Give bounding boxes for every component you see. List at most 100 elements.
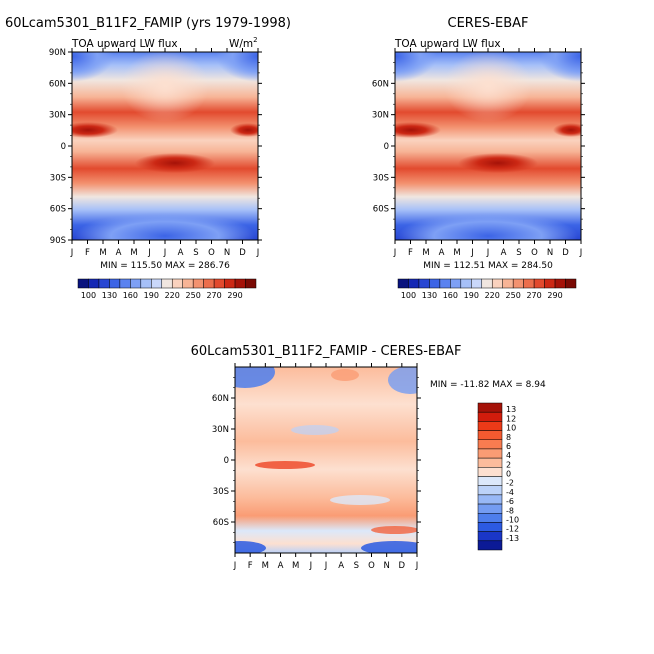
panel-model-title: 60Lcam5301_B11F2_FAMIP (yrs 1979-1998) bbox=[5, 16, 291, 31]
colorbar-label: 250 bbox=[186, 291, 201, 300]
month-tick-label: M bbox=[99, 248, 106, 258]
colorbar-label: 290 bbox=[547, 291, 562, 300]
month-tick-label: J bbox=[256, 248, 260, 258]
lat-tick-label: 30N bbox=[372, 111, 389, 121]
diff-colorbar-label: 12 bbox=[506, 414, 516, 423]
month-tick-label: D bbox=[239, 248, 246, 258]
lat-tick-label: 60S bbox=[373, 205, 389, 215]
colorbar-swatch bbox=[439, 278, 451, 289]
month-tick-label: M bbox=[453, 248, 460, 258]
lat-tick-label: 0 bbox=[224, 456, 229, 466]
diff-colorbar-label: -10 bbox=[506, 515, 519, 524]
month-tick-label: J bbox=[579, 248, 583, 258]
month-tick-label: O bbox=[531, 248, 538, 258]
colorbar-swatch bbox=[523, 278, 535, 289]
colorbar-swatch bbox=[554, 278, 566, 289]
lat-tick-label: 30S bbox=[373, 173, 389, 183]
month-tick-label: J bbox=[415, 561, 419, 571]
lat-tick-label: 30S bbox=[50, 173, 66, 183]
diff-colorbar-label: 4 bbox=[506, 451, 511, 460]
month-tick-label: S bbox=[354, 561, 359, 571]
diff-colorbar-swatch bbox=[477, 439, 503, 450]
colorbar-label: 270 bbox=[526, 291, 541, 300]
month-tick-label: A bbox=[439, 248, 445, 258]
panel-diff-heatmap bbox=[235, 367, 417, 553]
diff-colorbar-swatch bbox=[477, 430, 503, 440]
panel-diff-title: 60Lcam5301_B11F2_FAMIP - CERES-EBAF bbox=[191, 344, 462, 359]
panel-obs-lat-axis: 60N 30N 0 30S 60S bbox=[372, 62, 585, 230]
diff-colorbar-swatch bbox=[477, 485, 503, 496]
colorbar-label: 160 bbox=[443, 291, 458, 300]
colorbar-swatch bbox=[502, 278, 514, 289]
panel-model: 60Lcam5301_B11F2_FAMIP (yrs 1979-1998) T… bbox=[5, 16, 291, 300]
panel-obs: CERES-EBAF TOA upward LW flux 60N 30N 0 30S… bbox=[372, 16, 585, 300]
diff-colorbar-swatch bbox=[477, 448, 503, 459]
diff-colorbar-label: -6 bbox=[506, 497, 514, 506]
colorbar-swatch bbox=[213, 278, 225, 289]
panel-obs-title: CERES-EBAF bbox=[448, 16, 529, 31]
colorbar-label: 130 bbox=[422, 291, 437, 300]
month-tick-label: J bbox=[393, 248, 397, 258]
panel-model-colorbar: 100 130 160 190 220 250 270 290 bbox=[77, 278, 257, 300]
month-tick-label: F bbox=[248, 561, 253, 571]
lat-tick-label: 60N bbox=[372, 79, 389, 89]
panel-model-stats: MIN = 115.50 MAX = 286.76 bbox=[100, 261, 230, 271]
diff-colorbar-label: 10 bbox=[506, 424, 516, 433]
colorbar-swatch bbox=[171, 278, 183, 289]
month-tick-label: M bbox=[422, 248, 429, 258]
colorbar-swatch bbox=[182, 278, 194, 289]
colorbar-swatch bbox=[77, 278, 89, 289]
diff-colorbar-label: -13 bbox=[506, 534, 519, 543]
colorbar-label: 250 bbox=[506, 291, 521, 300]
diff-colorbar-label: 0 bbox=[506, 470, 511, 479]
colorbar-swatch bbox=[460, 278, 472, 289]
month-tick-label: J bbox=[486, 248, 490, 258]
colorbar-label: 220 bbox=[165, 291, 180, 300]
colorbar-swatch bbox=[397, 278, 409, 289]
month-tick-label: N bbox=[547, 248, 553, 258]
month-tick-label: D bbox=[562, 248, 569, 258]
month-tick-label: S bbox=[516, 248, 521, 258]
colorbar-swatch bbox=[429, 278, 441, 289]
colorbar-swatch bbox=[565, 278, 577, 289]
colorbar-label: 190 bbox=[144, 291, 159, 300]
colorbar-swatch bbox=[203, 278, 215, 289]
panel-obs-subtitle: TOA upward LW flux bbox=[394, 38, 501, 50]
month-tick-label: J bbox=[324, 561, 328, 571]
lat-tick-label: 60N bbox=[49, 79, 66, 89]
colorbar-swatch bbox=[109, 278, 121, 289]
month-tick-label: F bbox=[85, 248, 90, 258]
colorbar-swatch bbox=[140, 278, 152, 289]
colorbar-swatch bbox=[151, 278, 163, 289]
diff-colorbar-swatch bbox=[477, 531, 503, 542]
month-tick-label: J bbox=[70, 248, 74, 258]
month-tick-label: O bbox=[208, 248, 215, 258]
month-tick-label: A bbox=[178, 248, 184, 258]
month-tick-label: A bbox=[278, 561, 284, 571]
colorbar-swatch bbox=[224, 278, 236, 289]
diff-colorbar-label: 8 bbox=[506, 433, 511, 442]
panel-diff: 60Lcam5301_B11F2_FAMIP - CERES-EBAF 60N3… bbox=[191, 344, 546, 571]
panel-diff-lat-axis: 60N 30N 0 30S 60S bbox=[212, 377, 421, 543]
colorbar-swatch bbox=[88, 278, 100, 289]
month-tick-label: J bbox=[147, 248, 151, 258]
colorbar-label: 290 bbox=[227, 291, 242, 300]
month-tick-label: J bbox=[470, 248, 474, 258]
diff-colorbar-swatch bbox=[477, 522, 503, 532]
diff-colorbar-swatch bbox=[477, 476, 503, 486]
diff-colorbar-label: 13 bbox=[506, 405, 516, 414]
colorbar-swatch bbox=[471, 278, 483, 289]
colorbar-swatch bbox=[192, 278, 204, 289]
colorbar-swatch bbox=[408, 278, 420, 289]
month-tick-label: A bbox=[116, 248, 122, 258]
month-tick-label: O bbox=[368, 561, 375, 571]
diff-colorbar-swatch bbox=[477, 411, 503, 422]
panel-model-lat-axis: 90N 60N 30N 0 30S 60S 90S bbox=[49, 48, 262, 246]
month-tick-label: D bbox=[399, 561, 406, 571]
panel-obs-stats: MIN = 112.51 MAX = 284.50 bbox=[423, 261, 553, 271]
colorbar-swatch bbox=[234, 278, 246, 289]
diff-colorbar-swatch bbox=[477, 421, 503, 431]
